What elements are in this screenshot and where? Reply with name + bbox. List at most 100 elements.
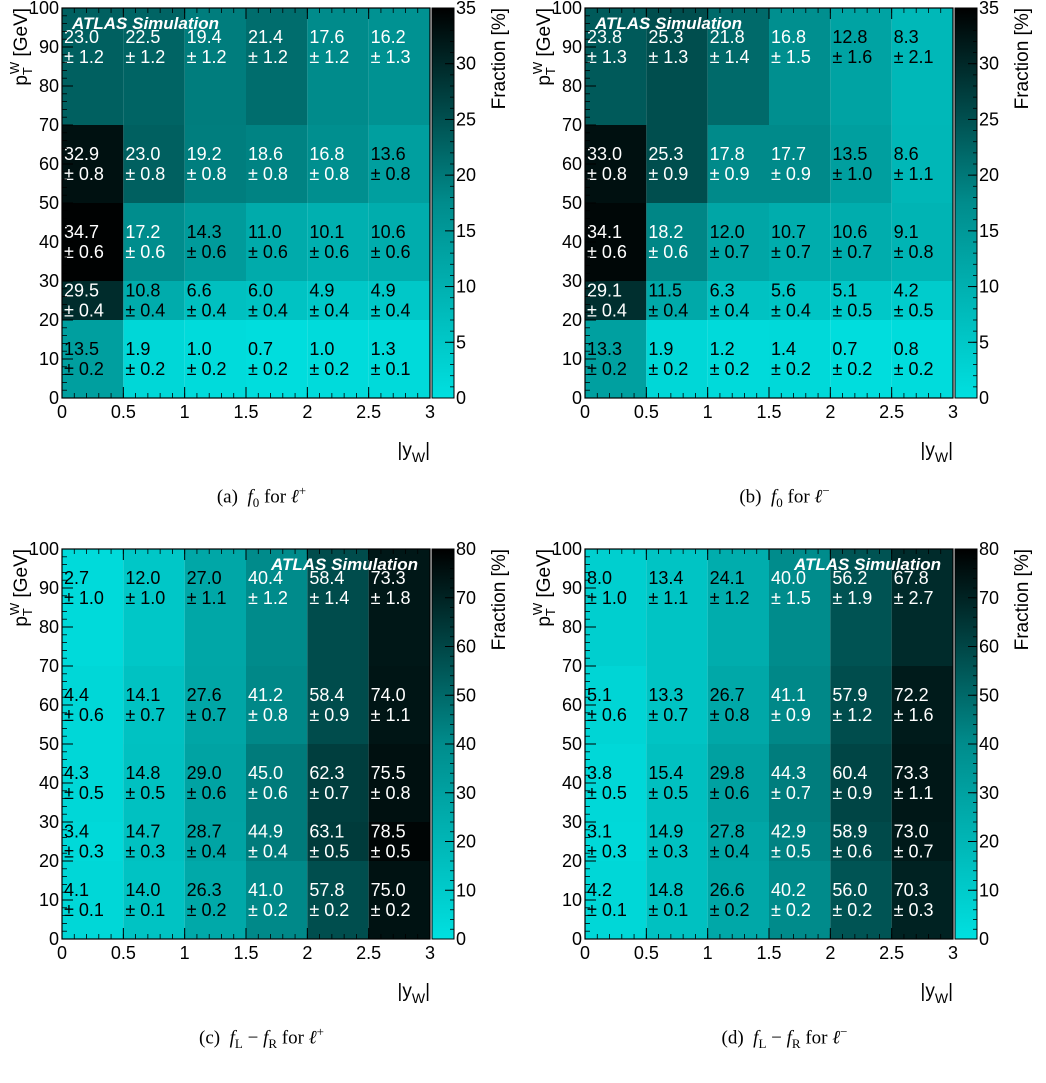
y-tick-label: 0 [49,929,59,949]
cell-error-label: ± 0.2 [894,359,934,379]
x-tick-label: 0 [580,402,590,422]
cell-value-label: 4.2 [894,281,919,301]
heatmap-cell [246,666,308,744]
heatmap-chart: 13.5± 0.21.9± 0.21.0± 0.20.7± 0.21.0± 0.… [7,0,510,465]
cell-value-label: 14.3 [187,222,222,242]
heatmap-cell [368,8,430,125]
heatmap-cell [184,861,246,939]
cell-value-label: 27.0 [187,568,222,588]
y-tick-label: 70 [562,115,582,135]
cell-error-label: ± 0.1 [64,900,104,920]
cell-value-label: 56.0 [832,880,867,900]
cell-error-label: ± 0.7 [309,783,349,803]
color-bar [954,7,978,399]
x-tick-label: 0 [57,402,67,422]
cell-error-label: ± 0.8 [248,705,288,725]
x-tick-label: 2.5 [356,402,381,422]
cell-value-label: 58.4 [309,685,344,705]
heatmap-panel-fl-fr-lminus: 4.2 ± 0.1 14.8 ± 0.1 26.6 ± 0.2 40.2 ± 0.2 56.0 ±… [523,541,1046,1082]
cell-value-label: 60.4 [832,763,867,783]
cell-value-label: 1.2 [710,339,735,359]
cell-error-label: ± 0.8 [64,164,104,184]
cell-value-label: 14.7 [125,822,160,842]
cell-value-label: 32.9 [64,144,99,164]
cell-error-label: ± 0.6 [64,705,104,725]
color-bar-tick-label: 5 [979,332,989,352]
color-bar-tick-label: 0 [456,929,466,949]
heatmap-cell [646,320,708,398]
cell-value-label: 1.9 [648,339,673,359]
x-tick-label: 1 [703,402,713,422]
cell-value-label: 13.3 [648,685,683,705]
x-tick-label: 0.5 [111,943,136,963]
cell-error-label: ± 1.2 [309,47,349,67]
y-tick-label: 30 [562,271,582,291]
cell-value-label: 56.2 [832,568,867,588]
heatmap-cell [368,666,430,744]
heatmap-cell [246,320,308,398]
cell-value-label: 57.8 [309,880,344,900]
y-tick-label: 90 [39,578,59,598]
x-tick-label: 2.5 [879,943,904,963]
heatmap-cell [368,744,430,822]
cell-error-label: ± 0.9 [771,164,811,184]
heatmap-cell [646,203,708,281]
cell-value-label: 40.0 [771,568,806,588]
cell-error-label: ± 1.6 [894,705,934,725]
cell-value-label: 1.3 [371,339,396,359]
heatmap-cell [646,861,708,939]
cell-value-label: 9.1 [894,222,919,242]
cell-error-label: ± 0.3 [125,842,165,862]
cell-error-label: ± 0.3 [587,842,627,862]
cell-value-label: 73.3 [371,568,406,588]
cell-error-label: ± 0.2 [587,359,627,379]
cell-error-label: ± 0.5 [832,301,872,321]
color-bar-tick-label: 5 [456,332,466,352]
heatmap-cell [769,744,831,822]
heatmap-cell [830,203,892,281]
y-tick-label: 90 [562,37,582,57]
cell-value-label: 14.8 [125,763,160,783]
y-tick-label: 60 [562,695,582,715]
cell-error-label: ± 0.8 [125,164,165,184]
cell-error-label: ± 1.4 [710,47,750,67]
cell-error-label: ± 0.6 [187,783,227,803]
cell-value-label: 11.0 [248,222,282,242]
y-axis-title: pTW [GeV] [530,8,558,86]
cell-value-label: 27.8 [710,822,745,842]
cell-error-label: ± 0.5 [371,842,411,862]
cell-error-label: ± 0.4 [587,301,627,321]
cell-error-label: ± 0.4 [710,842,750,862]
heatmap-cell [769,281,831,320]
heatmap-cell [769,861,831,939]
cell-value-label: 29.0 [187,763,222,783]
heatmap-cell [891,666,953,744]
cell-error-label: ± 0.7 [710,242,750,262]
cell-value-label: 29.1 [587,281,622,301]
cell-error-label: ± 0.4 [187,842,227,862]
color-bar-tick-label: 0 [979,388,989,408]
heatmap-cell [368,861,430,939]
cell-error-label: ± 1.5 [771,47,811,67]
cell-error-label: ± 0.7 [648,705,688,725]
y-tick-label: 90 [562,578,582,598]
cell-error-label: ± 0.8 [371,783,411,803]
color-bar-tick-label: 15 [979,221,999,241]
heatmap-cell [830,744,892,822]
heatmap-cell [769,320,831,398]
heatmap-cell [62,822,124,861]
cell-error-label: ± 1.1 [371,705,411,725]
cell-value-label: 75.0 [371,880,406,900]
heatmap-cell [184,666,246,744]
y-tick-label: 10 [39,890,59,910]
panel-caption: (c) fL − fR for ℓ+ [199,1024,324,1052]
heatmap-cell [769,666,831,744]
cell-error-label: ± 0.6 [309,242,349,262]
cell-value-label: 70.3 [894,880,929,900]
x-axis-title: |yW| [397,981,430,1006]
y-tick-label: 0 [572,929,582,949]
x-tick-label: 3 [425,402,435,422]
cell-error-label: ± 0.9 [309,705,349,725]
y-tick-label: 50 [562,193,582,213]
cell-error-label: ± 1.2 [64,47,104,67]
